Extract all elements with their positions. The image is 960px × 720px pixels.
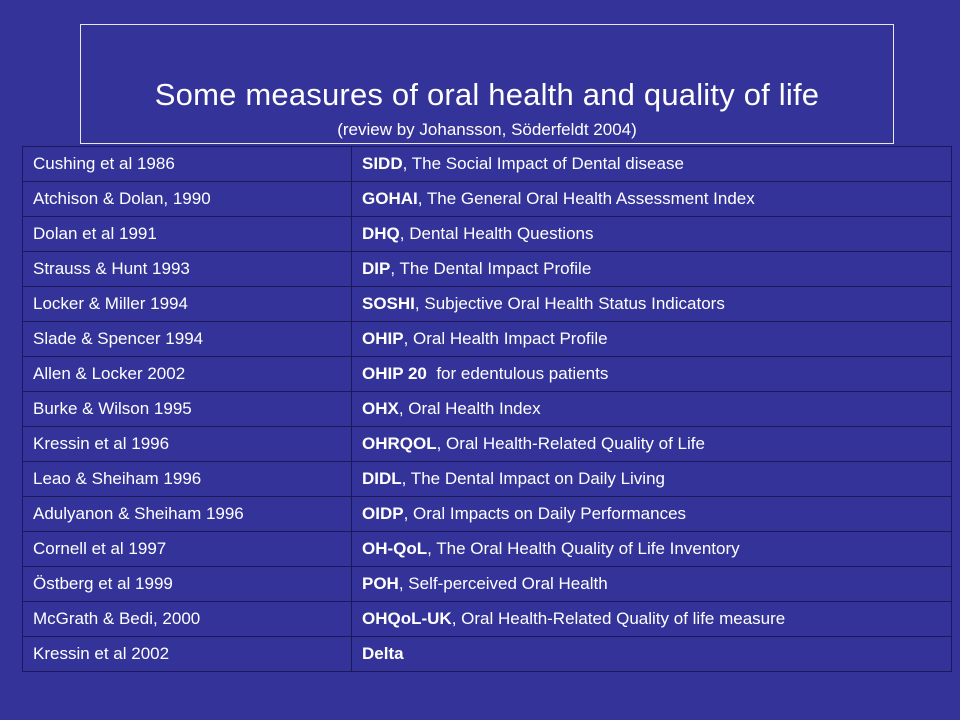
author-cell: Slade & Spencer 1994 [22,321,352,357]
measure-cell: DIDL, The Dental Impact on Daily Living [351,461,952,497]
table-row: Strauss & Hunt 1993 DIP, The Dental Impa… [22,251,952,287]
measure-cell: OHQoL-UK, Oral Health-Related Quality of… [351,601,952,637]
table-row: Allen & Locker 2002 OHIP 20 for edentulo… [22,356,952,392]
measure-description: , The Dental Impact on Daily Living [401,469,665,488]
measure-abbreviation: DIP [362,259,391,278]
measure-abbreviation: DIDL [362,469,402,488]
author-cell: Leao & Sheiham 1996 [22,461,352,497]
measure-description: , Oral Health Impact Profile [403,329,608,348]
measure-abbreviation: OHIP [362,329,404,348]
measure-cell: OHIP, Oral Health Impact Profile [351,321,952,357]
measure-cell: OIDP, Oral Impacts on Daily Performances [351,496,952,532]
measure-description: for edentulous patients [426,364,609,383]
author-cell: Allen & Locker 2002 [22,356,352,392]
measure-abbreviation: SOSHI [362,294,415,313]
author-cell: Östberg et al 1999 [22,566,352,602]
table-row: Dolan et al 1991 DHQ, Dental Health Ques… [22,216,952,252]
author-cell: McGrath & Bedi, 2000 [22,601,352,637]
measure-abbreviation: OHX [362,399,399,418]
measure-description: , Oral Impacts on Daily Performances [403,504,687,523]
table-row: Kressin et al 2002 Delta [22,636,952,672]
measure-cell: DIP, The Dental Impact Profile [351,251,952,287]
author-cell: Adulyanon & Sheiham 1996 [22,496,352,532]
measure-cell: DHQ, Dental Health Questions [351,216,952,252]
table-row: Kressin et al 1996 OHRQOL, Oral Health-R… [22,426,952,462]
author-cell: Kressin et al 1996 [22,426,352,462]
measure-abbreviation: OHQoL-UK [362,609,452,628]
measure-description: , Oral Health Index [398,399,541,418]
table-row: Slade & Spencer 1994 OHIP, Oral Health I… [22,321,952,357]
measure-abbreviation: DHQ [362,224,400,243]
measure-description: , The Dental Impact Profile [390,259,592,278]
slide-subtitle: (review by Johansson, Söderfeldt 2004) [337,120,637,139]
measure-cell: GOHAI, The General Oral Health Assessmen… [351,181,952,217]
author-cell: Kressin et al 2002 [22,636,352,672]
measure-abbreviation: OHIP 20 [362,364,427,383]
table-row: Östberg et al 1999 POH, Self-perceived O… [22,566,952,602]
measure-description: , Subjective Oral Health Status Indicato… [414,294,725,313]
author-cell: Cushing et al 1986 [22,146,352,182]
measure-abbreviation: OH-QoL [362,539,428,558]
table-row: Locker & Miller 1994 SOSHI, Subjective O… [22,286,952,322]
author-cell: Locker & Miller 1994 [22,286,352,322]
measure-description: , Self-perceived Oral Health [398,574,608,593]
measure-cell: SIDD, The Social Impact of Dental diseas… [351,146,952,182]
author-cell: Strauss & Hunt 1993 [22,251,352,287]
measure-description: , Oral Health-Related Quality of Life [436,434,705,453]
measure-cell: OHRQOL, Oral Health-Related Quality of L… [351,426,952,462]
table-row: McGrath & Bedi, 2000 OHQoL-UK, Oral Heal… [22,601,952,637]
measure-cell: Delta [351,636,952,672]
measure-abbreviation: Delta [362,644,404,663]
measure-cell: OH-QoL, The Oral Health Quality of Life … [351,531,952,567]
measures-table: Cushing et al 1986 SIDD, The Social Impa… [22,146,952,672]
table-row: Cornell et al 1997 OH-QoL, The Oral Heal… [22,531,952,567]
author-cell: Atchison & Dolan, 1990 [22,181,352,217]
slide-title: Some measures of oral health and quality… [154,77,820,112]
measure-description: , The Social Impact of Dental disease [402,154,684,173]
measure-abbreviation: POH [362,574,399,593]
table-row: Burke & Wilson 1995 OHX, Oral Health Ind… [22,391,952,427]
title-box: Some measures of oral health and quality… [80,24,894,144]
author-cell: Cornell et al 1997 [22,531,352,567]
measure-description: , The General Oral Health Assessment Ind… [417,189,755,208]
measure-description: , Oral Health-Related Quality of life me… [451,609,786,628]
table-row: Leao & Sheiham 1996 DIDL, The Dental Imp… [22,461,952,497]
measure-cell: POH, Self-perceived Oral Health [351,566,952,602]
table-row: Cushing et al 1986 SIDD, The Social Impa… [22,146,952,182]
measure-cell: SOSHI, Subjective Oral Health Status Ind… [351,286,952,322]
measure-abbreviation: OHRQOL [362,434,437,453]
measure-cell: OHIP 20 for edentulous patients [351,356,952,392]
measure-description: , The Oral Health Quality of Life Invent… [427,539,740,558]
measure-abbreviation: SIDD [362,154,403,173]
measure-abbreviation: GOHAI [362,189,418,208]
author-cell: Burke & Wilson 1995 [22,391,352,427]
measure-cell: OHX, Oral Health Index [351,391,952,427]
author-cell: Dolan et al 1991 [22,216,352,252]
table-row: Atchison & Dolan, 1990 GOHAI, The Genera… [22,181,952,217]
measure-description: , Dental Health Questions [399,224,594,243]
table-row: Adulyanon & Sheiham 1996 OIDP, Oral Impa… [22,496,952,532]
measure-abbreviation: OIDP [362,504,404,523]
